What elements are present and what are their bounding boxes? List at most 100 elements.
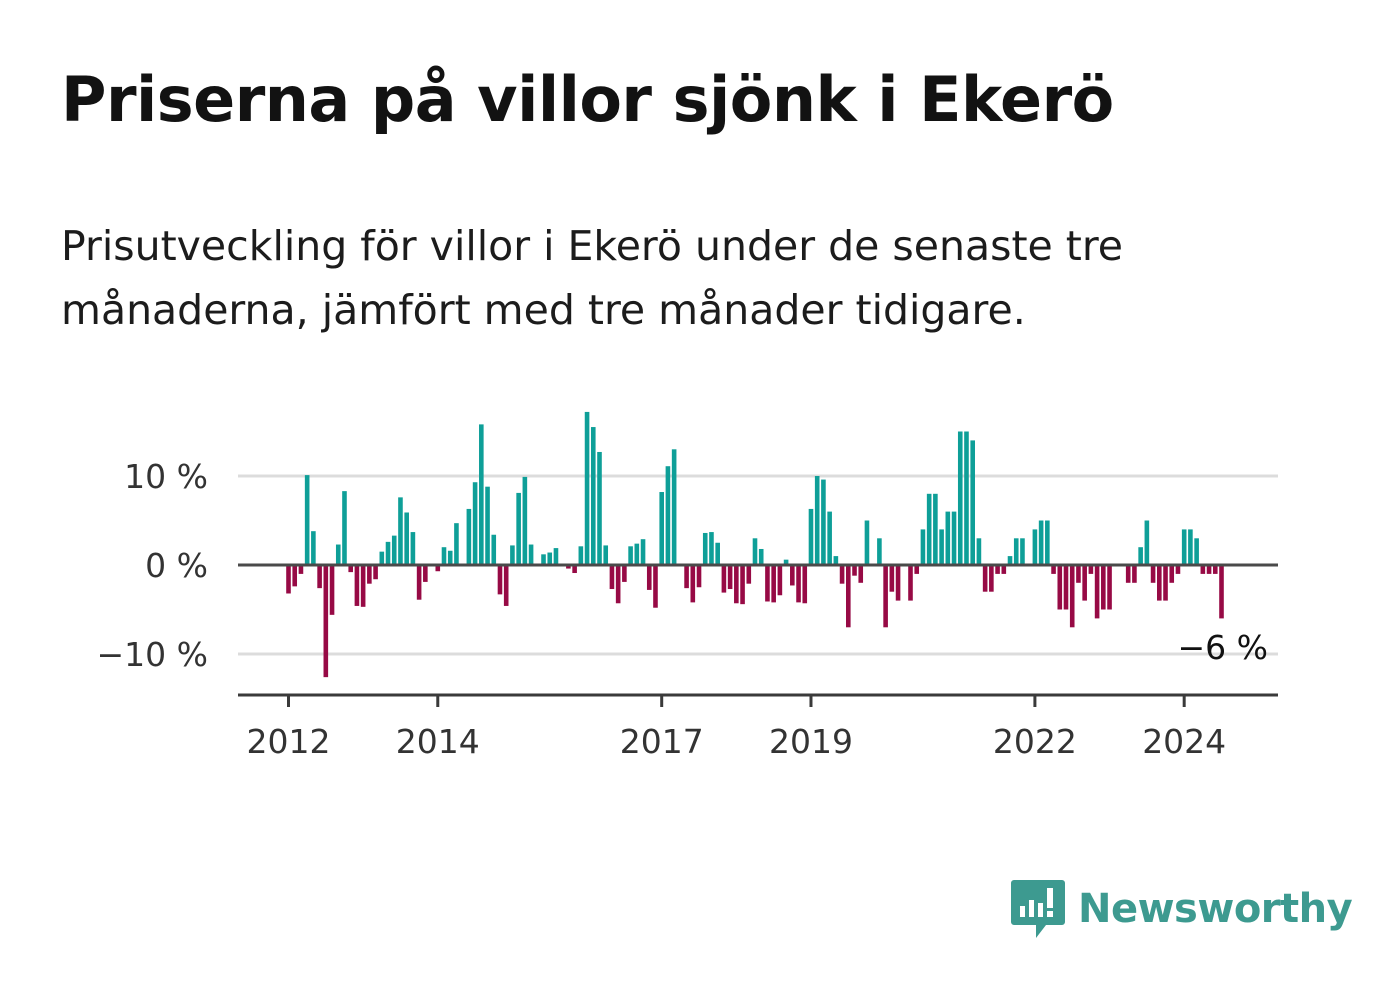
bar <box>1007 556 1013 565</box>
bar <box>354 565 360 606</box>
bar <box>528 544 534 565</box>
bar <box>1194 538 1199 565</box>
x-tick-label: 2024 <box>1142 722 1226 761</box>
bar <box>964 431 969 565</box>
bar <box>920 529 926 565</box>
bar <box>1063 565 1069 610</box>
bar <box>1157 565 1162 601</box>
bar <box>441 547 447 565</box>
bar <box>864 520 870 565</box>
bar <box>796 565 801 603</box>
bar <box>696 565 702 588</box>
bar <box>323 565 329 678</box>
last-value-label: −6 % <box>1178 628 1269 667</box>
bar <box>702 532 708 565</box>
bar <box>597 451 602 565</box>
bar <box>846 565 851 628</box>
bar <box>298 565 304 574</box>
bar <box>472 482 478 565</box>
bar <box>646 565 652 590</box>
bar <box>1057 565 1063 610</box>
bar <box>1001 565 1007 574</box>
bar <box>908 565 913 601</box>
bar <box>516 492 521 565</box>
bar <box>286 565 291 594</box>
bar <box>615 565 621 604</box>
bar <box>690 565 696 603</box>
bar <box>1038 520 1044 565</box>
bar <box>653 565 658 608</box>
y-tick-label: 0 % <box>145 546 208 585</box>
bar <box>970 440 975 565</box>
bar <box>373 565 378 580</box>
y-tick-label: −10 % <box>97 635 209 674</box>
bar <box>740 565 745 605</box>
bar <box>572 565 577 574</box>
x-tick-label: 2017 <box>620 722 704 761</box>
bar <box>1200 565 1206 574</box>
bar <box>659 492 664 565</box>
bar <box>466 508 472 565</box>
newsworthy-logo: Newsworthy <box>1010 878 1353 940</box>
bar <box>889 565 895 592</box>
bar <box>1045 520 1050 565</box>
bar <box>1125 565 1131 583</box>
x-tick-label: 2019 <box>769 722 853 761</box>
bar <box>1094 565 1100 619</box>
bar <box>379 551 385 565</box>
bar <box>1088 565 1094 574</box>
bar <box>360 565 366 607</box>
bar <box>584 411 590 565</box>
bar <box>976 538 982 565</box>
bar <box>926 493 932 565</box>
bar <box>510 545 515 565</box>
bar <box>1020 538 1025 565</box>
x-tick-label: 2022 <box>993 722 1077 761</box>
bar <box>821 479 826 565</box>
bar <box>1206 565 1212 574</box>
bar <box>398 497 403 565</box>
bar <box>957 431 963 565</box>
bar <box>1138 547 1143 565</box>
bar <box>945 511 951 565</box>
tick-labels: 10 % 0 % −10 % 2012 2014 2017 2019 2022 2024 −6 % <box>97 457 1269 761</box>
bar <box>939 529 944 565</box>
bar <box>416 565 422 600</box>
bar <box>734 565 739 604</box>
gridlines <box>238 474 1278 656</box>
bar <box>497 565 503 595</box>
bar <box>982 565 988 592</box>
bar <box>721 565 727 593</box>
bar <box>1082 565 1087 601</box>
bar <box>522 476 528 565</box>
bar <box>1132 565 1137 583</box>
bar-chart: 10 % 0 % −10 % 2012 2014 2017 2019 2022 2024 −6 % <box>97 411 1278 761</box>
bar <box>447 550 453 565</box>
bar <box>709 532 714 565</box>
bar <box>1163 565 1168 601</box>
bar <box>758 548 764 565</box>
bar <box>423 565 428 582</box>
bar <box>1107 565 1112 610</box>
bar <box>1101 565 1106 610</box>
bar <box>491 534 497 565</box>
bar <box>342 491 347 565</box>
chart-subtitle: Prisutveckling för villor i Ekerö under … <box>61 222 1124 334</box>
bar <box>827 511 832 565</box>
bar <box>609 565 615 590</box>
bar <box>715 542 720 565</box>
bar <box>304 475 310 565</box>
bar <box>640 539 646 565</box>
bar <box>385 541 391 565</box>
bar <box>684 565 689 589</box>
bar <box>590 427 596 565</box>
bar <box>814 476 820 565</box>
bar <box>671 449 677 565</box>
bar <box>1169 565 1175 583</box>
bar <box>914 565 920 574</box>
bar <box>553 548 559 565</box>
bar <box>727 565 733 590</box>
bar <box>1181 529 1187 565</box>
brand-name: Newsworthy <box>1078 886 1353 932</box>
chart-title: Priserna på villor sjönk i Ekerö <box>61 63 1114 136</box>
